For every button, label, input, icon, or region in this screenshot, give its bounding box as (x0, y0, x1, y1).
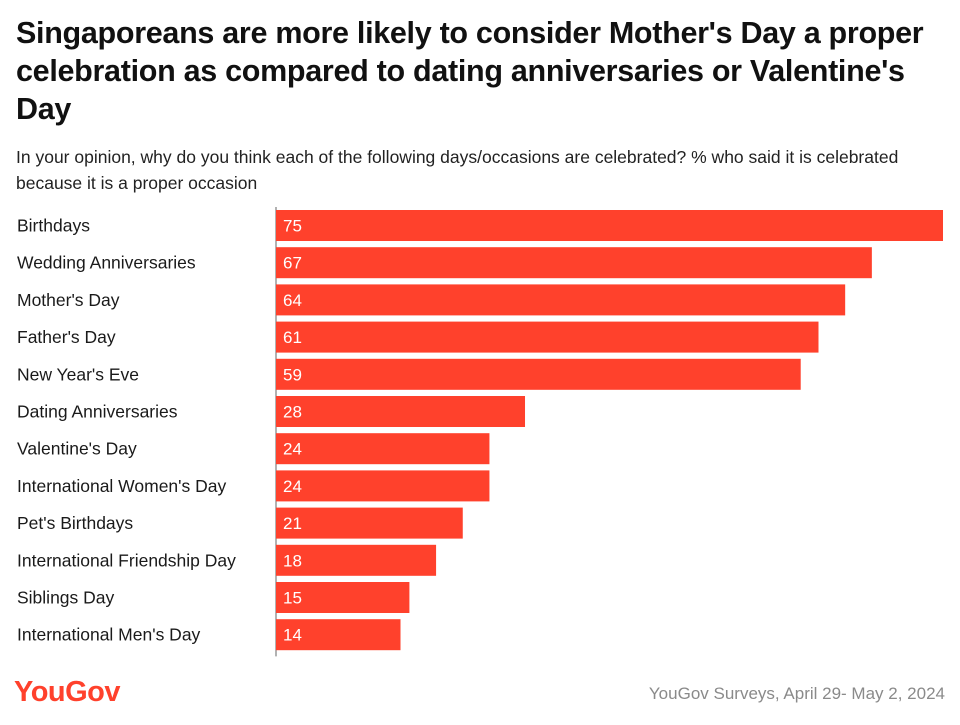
bar (276, 284, 846, 316)
category-label: International Women's Day (17, 476, 226, 496)
bar (276, 544, 437, 576)
data-label: 67 (283, 254, 302, 273)
bar (276, 210, 943, 241)
data-label: 61 (283, 328, 302, 347)
category-label: Father's Day (17, 327, 116, 347)
category-label: Wedding Anniversaries (17, 253, 196, 273)
bar (276, 321, 819, 353)
category-label: International Friendship Day (17, 550, 236, 570)
bar (276, 358, 801, 390)
category-label: Pet's Birthdays (17, 513, 133, 533)
data-label: 18 (283, 551, 302, 570)
bar (276, 507, 463, 539)
yougov-logo: YouGov (14, 676, 121, 708)
bar (276, 619, 401, 651)
category-label: Valentine's Day (17, 439, 137, 459)
data-label: 64 (283, 291, 302, 310)
bar (276, 396, 526, 427)
bar (276, 582, 410, 613)
data-label: 75 (283, 217, 302, 236)
data-label: 24 (283, 440, 302, 459)
category-label: International Men's Day (17, 625, 201, 645)
category-label: Siblings Day (17, 588, 115, 608)
bar (276, 247, 872, 279)
data-label: 14 (283, 626, 302, 645)
data-label: 21 (283, 514, 302, 533)
bar (276, 433, 490, 465)
source-note: YouGov Surveys, April 29- May 2, 2024 (648, 684, 945, 703)
data-label: 15 (283, 589, 302, 608)
bar-chart: Birthdays 75 Wedding Anniversaries 67 Mother… (17, 207, 943, 657)
data-label: 59 (283, 365, 302, 384)
category-label: Birthdays (17, 216, 90, 236)
category-label: Mother's Day (17, 290, 120, 310)
data-label: 28 (283, 403, 302, 422)
data-label: 24 (283, 477, 302, 496)
chart-subtitle: In your opinion, why do you think each o… (16, 147, 899, 193)
category-label: New Year's Eve (17, 364, 139, 384)
bar (276, 470, 490, 502)
category-label: Dating Anniversaries (17, 402, 178, 422)
chart-title: Singaporeans are more likely to consider… (16, 16, 924, 126)
